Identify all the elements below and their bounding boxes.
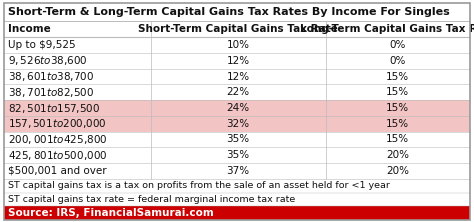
Text: 15%: 15% xyxy=(386,72,410,82)
Bar xyxy=(4,179,470,192)
Text: $38,601 to $38,700: $38,601 to $38,700 xyxy=(8,70,94,83)
Text: $157,501 to $200,000: $157,501 to $200,000 xyxy=(8,117,107,130)
Text: $9,526 to $38,600: $9,526 to $38,600 xyxy=(8,54,88,67)
Bar xyxy=(4,3,470,21)
Text: 15%: 15% xyxy=(386,119,410,129)
Text: $200,001 to $425,800: $200,001 to $425,800 xyxy=(8,133,108,146)
Text: 15%: 15% xyxy=(386,135,410,145)
Bar xyxy=(4,37,470,53)
Text: 24%: 24% xyxy=(227,103,250,113)
Bar xyxy=(4,206,470,220)
Text: 32%: 32% xyxy=(227,119,250,129)
Text: Short-Term & Long-Term Capital Gains Tax Rates By Income For Singles: Short-Term & Long-Term Capital Gains Tax… xyxy=(8,7,450,17)
Text: Long-Term Capital Gains Tax Rate: Long-Term Capital Gains Tax Rate xyxy=(300,24,474,34)
Text: $500,001 and over: $500,001 and over xyxy=(8,166,107,176)
Bar xyxy=(4,147,470,163)
Bar xyxy=(4,53,470,69)
Text: Source: IRS, FinancialSamurai.com: Source: IRS, FinancialSamurai.com xyxy=(8,208,214,218)
Text: Up to $9,525: Up to $9,525 xyxy=(8,40,76,50)
Text: 12%: 12% xyxy=(227,56,250,66)
Bar xyxy=(4,132,470,147)
Text: $38,701 to $82,500: $38,701 to $82,500 xyxy=(8,86,94,99)
Text: 20%: 20% xyxy=(386,166,409,176)
Bar xyxy=(4,192,470,206)
Bar xyxy=(4,21,470,37)
Text: Income: Income xyxy=(8,24,51,34)
Text: 0%: 0% xyxy=(390,56,406,66)
Text: 22%: 22% xyxy=(227,87,250,97)
Bar xyxy=(4,163,470,179)
Text: ST capital gains tax rate = federal marginal income tax rate: ST capital gains tax rate = federal marg… xyxy=(8,195,295,204)
Text: 35%: 35% xyxy=(227,135,250,145)
Text: 20%: 20% xyxy=(386,150,409,160)
Text: 0%: 0% xyxy=(390,40,406,50)
Bar xyxy=(4,116,470,132)
Text: 15%: 15% xyxy=(386,103,410,113)
Bar xyxy=(4,100,470,116)
Text: $425,801 to $500,000: $425,801 to $500,000 xyxy=(8,149,108,162)
Bar xyxy=(4,69,470,85)
Text: 35%: 35% xyxy=(227,150,250,160)
Text: Short-Term Capital Gains Tax Rate: Short-Term Capital Gains Tax Rate xyxy=(138,24,338,34)
Text: ST capital gains tax is a tax on profits from the sale of an asset held for <1 y: ST capital gains tax is a tax on profits… xyxy=(8,181,390,190)
Text: 15%: 15% xyxy=(386,87,410,97)
Text: 12%: 12% xyxy=(227,72,250,82)
Text: 10%: 10% xyxy=(227,40,250,50)
Text: $82,501 to $157,500: $82,501 to $157,500 xyxy=(8,101,100,115)
Bar xyxy=(4,85,470,100)
Text: 37%: 37% xyxy=(227,166,250,176)
